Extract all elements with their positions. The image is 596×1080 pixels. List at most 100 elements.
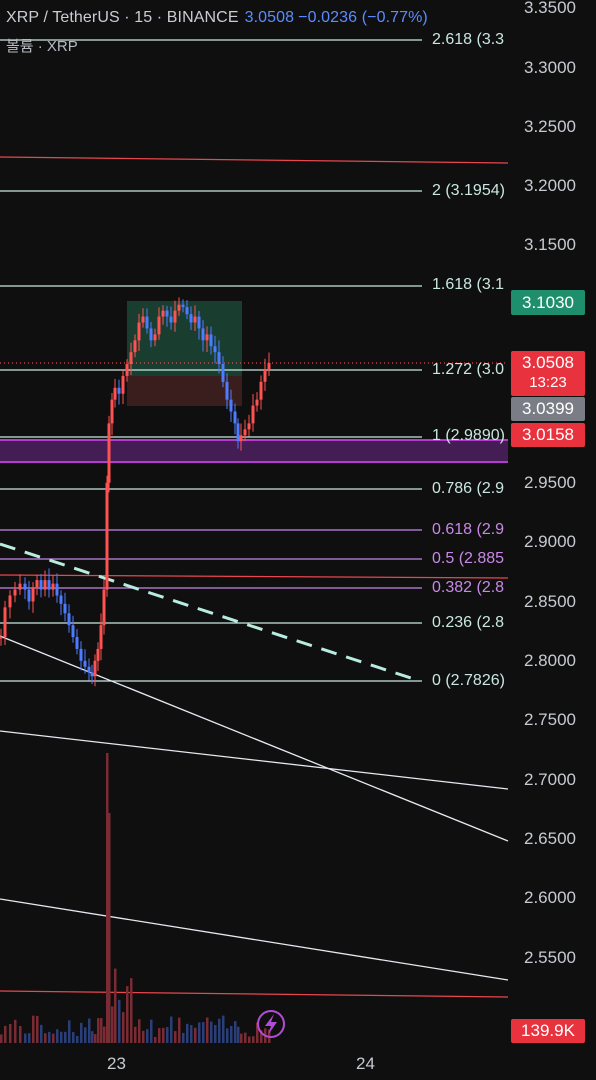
candle[interactable] [263, 369, 267, 382]
trendline-low[interactable] [0, 898, 509, 981]
candle[interactable] [47, 580, 51, 590]
candle[interactable] [193, 316, 197, 323]
candle[interactable] [221, 364, 225, 382]
volume-bar [146, 1029, 149, 1043]
candle[interactable] [23, 583, 27, 590]
candle[interactable] [129, 352, 133, 365]
candle[interactable] [0, 637, 3, 639]
candle[interactable] [225, 381, 229, 400]
purple-zone[interactable] [0, 439, 508, 463]
candle[interactable] [31, 587, 35, 602]
candle[interactable] [93, 660, 97, 677]
candle[interactable] [205, 334, 209, 341]
candle[interactable] [59, 595, 63, 604]
candle[interactable] [233, 411, 237, 424]
target-price-badge[interactable]: 3.1030 [511, 290, 585, 315]
candle[interactable] [177, 304, 181, 311]
candle[interactable] [3, 607, 7, 638]
volume-bar [108, 813, 111, 1043]
countdown-timer: 13:23 [529, 374, 567, 391]
candle[interactable] [13, 589, 17, 596]
candle[interactable] [87, 666, 91, 673]
candle[interactable] [75, 637, 79, 649]
trendline-mid[interactable] [0, 730, 509, 790]
candle[interactable] [185, 307, 189, 315]
candle[interactable] [173, 310, 177, 323]
candle[interactable] [67, 613, 71, 626]
volume-bar [97, 1018, 100, 1043]
candle[interactable] [229, 399, 233, 412]
red-resistance-line[interactable] [0, 156, 509, 164]
candle[interactable] [90, 672, 94, 677]
candle[interactable] [99, 625, 103, 649]
candle[interactable] [51, 583, 55, 590]
candle[interactable] [18, 583, 22, 590]
candle[interactable] [105, 482, 109, 590]
price-tick: 2.8000 [524, 651, 576, 670]
volume-bar [166, 1027, 169, 1043]
candle[interactable] [181, 304, 185, 308]
candle[interactable] [96, 648, 100, 661]
volume-bar [206, 1017, 209, 1043]
candle[interactable] [117, 387, 121, 394]
candle[interactable] [107, 423, 111, 483]
candle[interactable] [153, 334, 157, 341]
candle[interactable] [157, 316, 161, 335]
gray-price-badge[interactable]: 3.0399 [511, 397, 585, 421]
candle[interactable] [239, 435, 243, 442]
volume-bar [44, 1033, 47, 1043]
candle[interactable] [79, 648, 83, 661]
candle[interactable] [55, 583, 59, 596]
position-stop-zone[interactable] [127, 376, 242, 406]
volume-bar [142, 1030, 145, 1043]
candle[interactable] [133, 340, 137, 353]
candle[interactable] [43, 580, 47, 590]
fib-label: 1.272 (3.0 [432, 361, 505, 378]
candle[interactable] [149, 328, 153, 341]
candle[interactable] [189, 314, 193, 323]
candle[interactable] [161, 310, 165, 317]
candle[interactable] [209, 334, 213, 347]
candle[interactable] [63, 603, 67, 614]
volume-legend[interactable]: 볼륨 · XRP [6, 38, 78, 55]
candle[interactable] [35, 580, 39, 588]
candle[interactable] [236, 423, 240, 442]
candle[interactable] [267, 363, 271, 370]
candle[interactable] [145, 316, 149, 329]
candle[interactable] [213, 346, 217, 353]
candle[interactable] [102, 589, 106, 626]
red-bottom-line[interactable] [0, 990, 509, 998]
candle[interactable] [8, 595, 12, 608]
last-price-badge[interactable]: 3.0508 13:23 [511, 351, 585, 396]
candle[interactable] [251, 405, 255, 424]
candle[interactable] [217, 352, 221, 365]
trendline-steep[interactable] [0, 635, 509, 842]
candle[interactable] [121, 375, 125, 394]
candle[interactable] [255, 399, 259, 406]
candle[interactable] [243, 429, 247, 436]
position-target-zone[interactable] [127, 301, 242, 376]
candle[interactable] [259, 381, 263, 400]
candle[interactable] [197, 316, 201, 329]
candle[interactable] [39, 580, 43, 590]
symbol-title[interactable]: XRP / TetherUS · 15 · BINANCE [6, 9, 239, 26]
volume-badge[interactable]: 139.9K [511, 1019, 585, 1043]
candle[interactable] [169, 316, 173, 323]
candle[interactable] [247, 423, 251, 430]
candle[interactable] [137, 322, 141, 341]
candle[interactable] [125, 364, 129, 376]
candle[interactable] [141, 316, 145, 323]
candle[interactable] [71, 625, 75, 638]
candle[interactable] [83, 660, 87, 667]
candle[interactable] [201, 328, 205, 341]
candle[interactable] [110, 399, 114, 424]
dashed-trendline[interactable] [0, 542, 421, 683]
red-price-badge[interactable]: 3.0158 [511, 423, 585, 447]
lightning-icon[interactable] [257, 1010, 285, 1038]
candle[interactable] [27, 589, 31, 602]
candle[interactable] [113, 387, 117, 400]
volume-bar [154, 1036, 157, 1043]
red-support-line[interactable] [0, 574, 509, 579]
candle[interactable] [165, 310, 169, 317]
